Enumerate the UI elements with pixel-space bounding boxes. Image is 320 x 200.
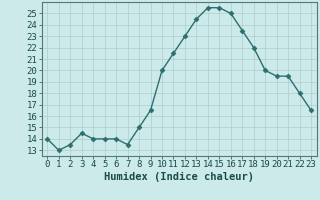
X-axis label: Humidex (Indice chaleur): Humidex (Indice chaleur)	[104, 172, 254, 182]
